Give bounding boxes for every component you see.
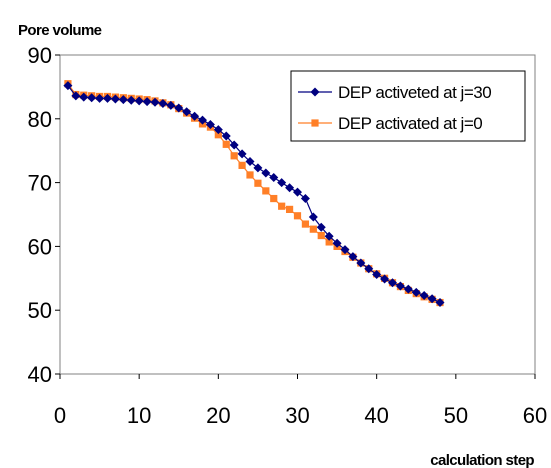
data-point-diamond bbox=[380, 274, 390, 284]
x-tick-label: 20 bbox=[206, 403, 230, 428]
data-point-diamond bbox=[134, 96, 144, 106]
data-point-square bbox=[222, 140, 230, 148]
y-tick-label: 40 bbox=[28, 362, 52, 387]
data-point-diamond bbox=[356, 258, 366, 268]
data-point-square bbox=[262, 187, 270, 195]
data-point-diamond bbox=[285, 183, 295, 193]
data-point-diamond bbox=[63, 81, 73, 91]
data-point-square bbox=[309, 225, 317, 233]
legend-entry: DEP activeted at j=30 bbox=[298, 83, 492, 102]
data-point-diamond bbox=[364, 264, 374, 274]
data-point-square bbox=[246, 171, 254, 179]
data-point-diamond bbox=[340, 245, 350, 255]
x-tick-label: 30 bbox=[285, 403, 309, 428]
legend-box bbox=[290, 70, 526, 142]
data-point-square bbox=[285, 205, 294, 213]
data-point-diamond bbox=[213, 125, 223, 135]
x-tick-label: 10 bbox=[127, 403, 151, 428]
data-point-square bbox=[270, 194, 278, 203]
legend-label: DEP activated at j=0 bbox=[338, 114, 482, 133]
data-point-diamond bbox=[245, 157, 255, 167]
ticks: 40 50 60 70 80 90 0 10 20 30 40 50 60 bbox=[28, 43, 548, 428]
data-point-diamond bbox=[190, 111, 200, 121]
data-point-diamond bbox=[427, 294, 437, 304]
data-point-diamond bbox=[103, 93, 112, 103]
legend-entry: DEP activated at j=0 bbox=[298, 114, 483, 133]
data-point-diamond bbox=[166, 100, 176, 110]
data-point-diamond bbox=[293, 187, 302, 197]
y-tick-label: 90 bbox=[28, 43, 52, 68]
data-point-diamond bbox=[316, 222, 326, 232]
data-point-diamond bbox=[229, 140, 239, 150]
data-point-square bbox=[301, 220, 310, 228]
data-point-diamond bbox=[388, 278, 397, 288]
data-point-diamond bbox=[348, 252, 358, 262]
data-point-square bbox=[311, 119, 319, 127]
data-point-square bbox=[230, 152, 238, 160]
data-point-diamond bbox=[253, 163, 263, 173]
data-point-diamond bbox=[237, 149, 247, 159]
data-point-square bbox=[278, 202, 286, 210]
data-point-diamond bbox=[110, 94, 120, 104]
data-point-square bbox=[293, 212, 302, 220]
data-point-diamond bbox=[277, 178, 287, 188]
data-point-diamond bbox=[269, 172, 279, 182]
data-point-diamond bbox=[205, 120, 215, 130]
series-0 bbox=[63, 81, 445, 308]
data-point-diamond bbox=[174, 103, 184, 113]
y-axis-label: Pore volume bbox=[18, 22, 102, 39]
data-point-diamond bbox=[411, 287, 421, 297]
legend: DEP activeted at j=30 DEP activated at j=… bbox=[290, 70, 526, 142]
y-tick-label: 70 bbox=[28, 171, 52, 196]
data-point-diamond bbox=[182, 107, 192, 117]
data-point-square bbox=[317, 231, 325, 240]
data-point-diamond bbox=[142, 97, 152, 107]
x-axis-label: calculation step bbox=[430, 452, 534, 468]
data-point-diamond bbox=[403, 284, 413, 294]
data-point-diamond bbox=[71, 91, 81, 101]
data-point-diamond bbox=[126, 95, 136, 105]
data-point-diamond bbox=[372, 269, 382, 279]
y-tick-label: 80 bbox=[28, 107, 52, 132]
legend-label: DEP activeted at j=30 bbox=[338, 83, 491, 102]
data-point-diamond bbox=[395, 281, 405, 291]
y-tick-label: 60 bbox=[28, 234, 52, 259]
data-point-diamond bbox=[79, 92, 89, 102]
data-point-diamond bbox=[261, 168, 271, 178]
data-point-square bbox=[214, 131, 222, 139]
x-tick-label: 0 bbox=[54, 403, 66, 428]
data-point-diamond bbox=[419, 291, 429, 301]
data-point-diamond bbox=[118, 95, 128, 105]
data-point-diamond bbox=[308, 212, 318, 222]
data-point-diamond bbox=[198, 115, 207, 125]
data-point-diamond bbox=[310, 87, 320, 97]
series-layer bbox=[63, 80, 445, 308]
data-point-diamond bbox=[95, 93, 105, 103]
data-point-square bbox=[254, 179, 262, 187]
data-point-diamond bbox=[332, 238, 342, 248]
data-point-diamond bbox=[87, 93, 97, 103]
data-point-diamond bbox=[300, 194, 310, 204]
data-point-diamond bbox=[150, 97, 160, 107]
data-point-diamond bbox=[221, 131, 231, 141]
x-tick-label: 40 bbox=[364, 403, 388, 428]
y-tick-label: 50 bbox=[28, 298, 52, 323]
data-point-diamond bbox=[158, 98, 168, 108]
x-tick-label: 50 bbox=[444, 403, 468, 428]
data-point-square bbox=[238, 161, 246, 169]
data-point-diamond bbox=[324, 231, 334, 241]
data-point-square bbox=[325, 238, 333, 246]
data-point-diamond bbox=[435, 298, 445, 308]
x-tick-label: 60 bbox=[523, 403, 547, 428]
